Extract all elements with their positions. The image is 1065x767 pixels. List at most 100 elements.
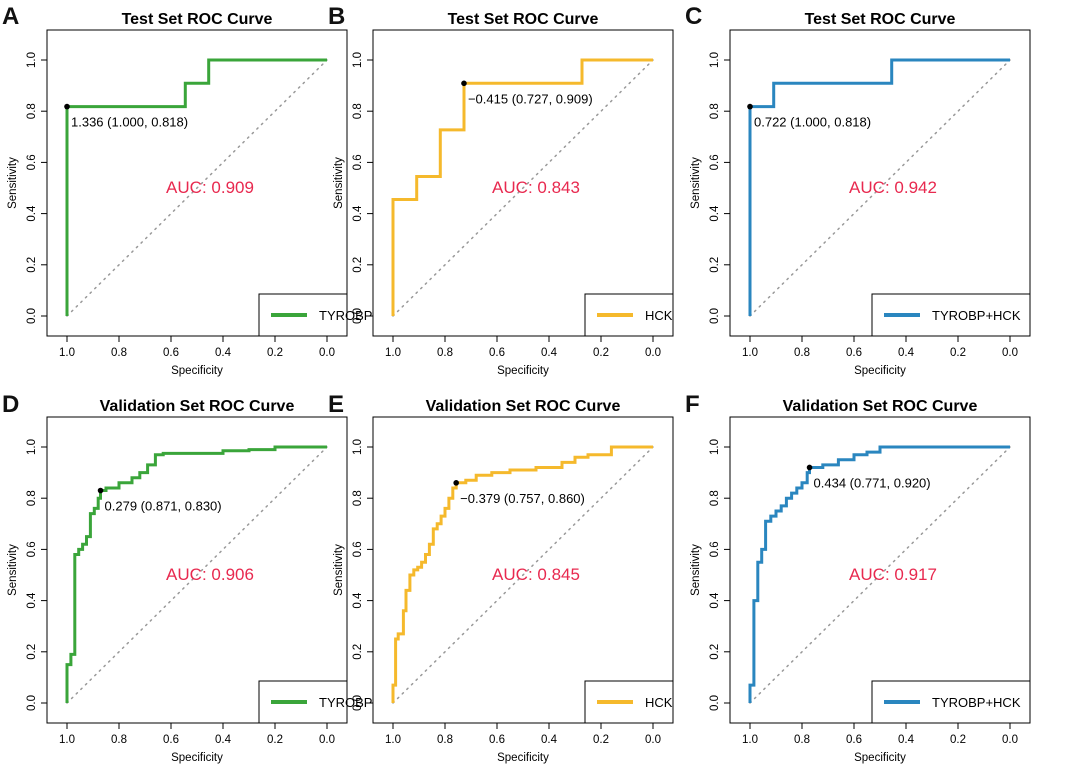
auc-label: AUC: 0.909 bbox=[166, 178, 254, 197]
y-axis-label: Sensitivity bbox=[7, 157, 19, 209]
x-tick-label: 0.2 bbox=[950, 734, 966, 746]
y-tick-label: 0.8 bbox=[352, 490, 364, 506]
y-tick-label: 0.6 bbox=[26, 541, 38, 557]
chart-title: Test Set ROC Curve bbox=[805, 11, 956, 28]
x-tick-label: 0.4 bbox=[898, 347, 915, 359]
x-tick-label: 0.4 bbox=[898, 734, 915, 746]
auc-label: AUC: 0.917 bbox=[849, 565, 937, 584]
y-tick-label: 0.0 bbox=[26, 308, 38, 324]
x-tick-label: 0.4 bbox=[541, 734, 558, 746]
y-tick-label: 0.4 bbox=[26, 205, 38, 222]
x-tick-label: 0.2 bbox=[950, 347, 966, 359]
threshold-point bbox=[64, 103, 70, 110]
x-tick-label: 0.2 bbox=[267, 347, 283, 359]
y-tick-label: 0.6 bbox=[709, 154, 721, 170]
x-axis-label: Specificity bbox=[171, 365, 223, 377]
x-tick-label: 0.4 bbox=[215, 347, 232, 359]
legend-label: TYROBP bbox=[319, 308, 372, 323]
plot-frame bbox=[46, 416, 348, 724]
diagonal-reference-line bbox=[749, 446, 1011, 704]
legend-label: HCK bbox=[645, 308, 673, 323]
legend: TYROBP+HCK bbox=[871, 293, 1031, 337]
x-tick-label: 0.8 bbox=[111, 347, 127, 359]
y-tick-label: 1.0 bbox=[352, 52, 364, 68]
threshold-label: 0.279 (0.871, 0.830) bbox=[105, 499, 222, 514]
y-tick-label: 0.8 bbox=[709, 490, 721, 506]
threshold-point bbox=[461, 80, 467, 87]
y-tick-label: 0.0 bbox=[352, 695, 364, 711]
auc-label: AUC: 0.906 bbox=[166, 565, 254, 584]
x-axis-label: Specificity bbox=[854, 365, 906, 377]
x-axis-label: Specificity bbox=[171, 752, 223, 764]
x-tick-label: 0.6 bbox=[846, 347, 862, 359]
legend: HCK bbox=[584, 680, 674, 724]
x-tick-label: 0.2 bbox=[267, 734, 283, 746]
x-tick-label: 0.8 bbox=[111, 734, 127, 746]
x-tick-label: 0.0 bbox=[319, 734, 335, 746]
roc-curve-hck bbox=[391, 445, 653, 703]
x-axis-label: Specificity bbox=[497, 752, 549, 764]
y-tick-label: 0.0 bbox=[352, 308, 364, 324]
legend-label: HCK bbox=[645, 695, 673, 710]
threshold-label: −0.415 (0.727, 0.909) bbox=[468, 91, 593, 106]
x-tick-label: 1.0 bbox=[59, 734, 75, 746]
threshold-point bbox=[453, 480, 459, 486]
panel-letter: F bbox=[685, 391, 700, 418]
panel-e: E Validation Set ROC Curve 1.0 0.8 0.6 0.4 0.2… bbox=[328, 391, 674, 764]
diagonal-reference-line bbox=[66, 446, 328, 704]
plot-frame bbox=[46, 29, 348, 337]
legend: TYROBP bbox=[258, 680, 372, 724]
threshold-label: 0.434 (0.771, 0.920) bbox=[814, 475, 931, 490]
legend: TYROBP+HCK bbox=[871, 680, 1031, 724]
x-tick-label: 0.6 bbox=[163, 347, 179, 359]
x-tick-label: 0.8 bbox=[437, 347, 453, 359]
threshold-point bbox=[97, 487, 104, 494]
x-tick-label: 0.8 bbox=[794, 347, 810, 359]
x-tick-label: 1.0 bbox=[742, 734, 758, 746]
plot-frame bbox=[372, 416, 674, 724]
x-tick-label: 0.8 bbox=[437, 734, 453, 746]
auc-label: AUC: 0.942 bbox=[849, 178, 937, 197]
panel-letter: C bbox=[685, 3, 702, 30]
diagonal-reference-line bbox=[749, 59, 1011, 317]
y-tick-label: 0.8 bbox=[352, 103, 364, 119]
chart-title: Test Set ROC Curve bbox=[122, 11, 273, 28]
y-tick-label: 0.2 bbox=[352, 257, 364, 273]
panel-f: F Validation Set ROC Curve 1.0 0.8 0.6 0.4 0.2… bbox=[685, 391, 1031, 764]
chart-title: Validation Set ROC Curve bbox=[426, 398, 621, 415]
auc-label: AUC: 0.845 bbox=[492, 565, 580, 584]
y-axis-label: Sensitivity bbox=[7, 544, 19, 596]
diagonal-reference-line bbox=[66, 59, 328, 317]
x-tick-label: 0.4 bbox=[215, 734, 232, 746]
x-tick-label: 0.6 bbox=[489, 734, 505, 746]
y-tick-label: 0.0 bbox=[26, 695, 38, 711]
x-tick-label: 0.2 bbox=[593, 347, 609, 359]
y-tick-label: 0.2 bbox=[709, 257, 721, 273]
y-tick-label: 0.4 bbox=[26, 592, 38, 609]
x-axis-label: Specificity bbox=[497, 365, 549, 377]
y-tick-label: 0.6 bbox=[352, 154, 364, 170]
chart-title: Validation Set ROC Curve bbox=[100, 398, 295, 415]
y-tick-label: 0.8 bbox=[709, 103, 721, 119]
x-tick-label: 0.6 bbox=[846, 734, 862, 746]
legend-label: TYROBP+HCK bbox=[932, 308, 1021, 323]
roc-curve-tyrobp-hck bbox=[748, 445, 1010, 703]
y-axis-label: Sensitivity bbox=[333, 157, 345, 209]
legend: TYROBP bbox=[258, 293, 372, 337]
y-tick-label: 0.6 bbox=[352, 541, 364, 557]
x-axis-label: Specificity bbox=[854, 752, 906, 764]
y-axis-label: Sensitivity bbox=[333, 544, 345, 596]
x-tick-label: 0.8 bbox=[794, 734, 810, 746]
y-tick-label: 0.4 bbox=[709, 592, 721, 609]
legend-label: TYROBP bbox=[319, 695, 372, 710]
y-tick-label: 0.2 bbox=[26, 644, 38, 660]
chart-title: Test Set ROC Curve bbox=[448, 11, 599, 28]
y-tick-label: 0.2 bbox=[709, 644, 721, 660]
y-tick-label: 0.4 bbox=[709, 205, 721, 222]
panel-letter: A bbox=[2, 3, 19, 30]
threshold-point bbox=[806, 464, 813, 471]
x-tick-label: 1.0 bbox=[59, 347, 75, 359]
y-tick-label: 1.0 bbox=[709, 52, 721, 68]
x-tick-label: 1.0 bbox=[742, 347, 758, 359]
